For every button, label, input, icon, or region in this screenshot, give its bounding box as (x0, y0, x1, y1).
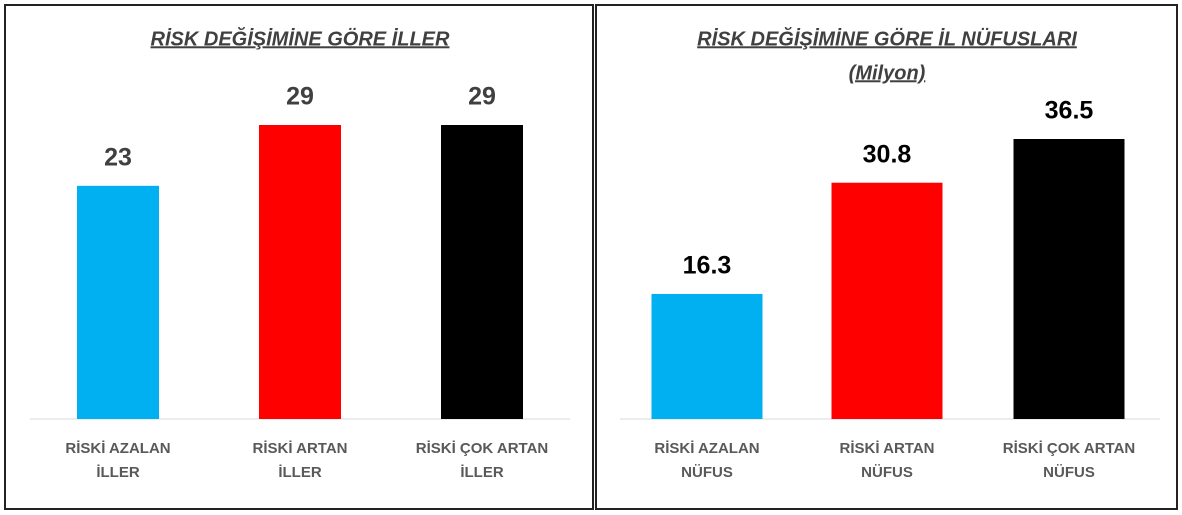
x-tick-label: NÜFUS (1043, 464, 1095, 481)
x-tick-label: RİSKİ ÇOK ARTAN (1003, 440, 1136, 457)
x-tick-label: NÜFUS (861, 464, 913, 481)
bar (77, 185, 159, 419)
x-tick-label: RİSKİ ARTAN (253, 440, 348, 457)
bar (259, 125, 341, 419)
data-label: 29 (286, 83, 314, 111)
x-tick-label: RİSKİ ÇOK ARTAN (416, 440, 549, 457)
x-tick-label: İLLER (460, 464, 503, 481)
data-label: 30.8 (863, 140, 912, 168)
data-label: 23 (104, 143, 132, 171)
data-label: 16.3 (683, 252, 732, 280)
bar (441, 125, 523, 419)
bar (831, 182, 943, 419)
x-tick-label: RİSKİ AZALAN (654, 440, 759, 457)
data-label: 36.5 (1045, 97, 1094, 125)
x-tick-label: İLLER (96, 464, 139, 481)
data-label: 29 (468, 83, 496, 111)
x-tick-label: NÜFUS (681, 464, 733, 481)
panel-border (4, 4, 594, 510)
chart-subtitle: (Milyon) (849, 62, 926, 84)
x-tick-label: RİSKİ ARTAN (840, 440, 935, 457)
chart-title: RİSK DEĞİŞİMİNE GÖRE İLLER (151, 26, 450, 50)
chart-title: RİSK DEĞİŞİMİNE GÖRE İL NÜFUSLARI (697, 26, 1077, 50)
x-tick-label: RİSKİ AZALAN (65, 440, 170, 457)
panel-border (595, 4, 1178, 510)
x-tick-label: İLLER (278, 464, 321, 481)
bar (651, 293, 763, 419)
bar (1013, 139, 1125, 419)
